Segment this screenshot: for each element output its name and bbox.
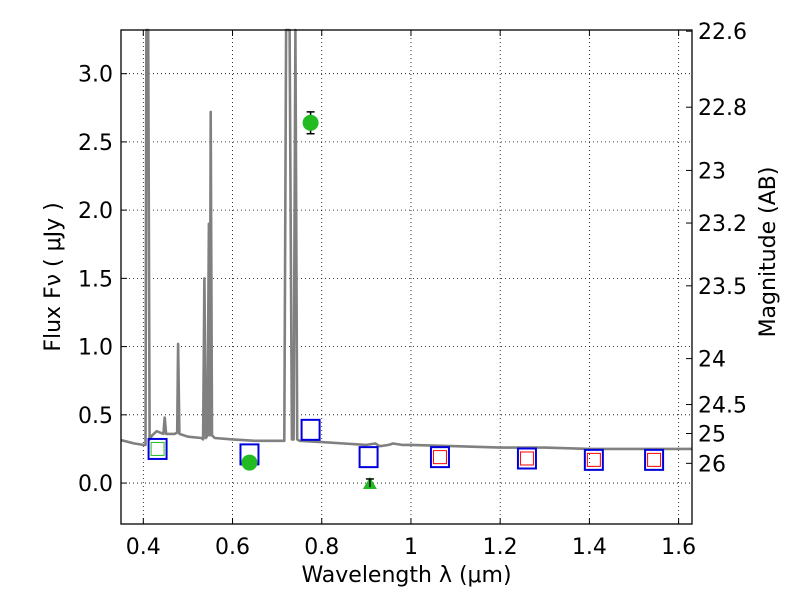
x-tick-label: 1.2 bbox=[483, 535, 518, 560]
y2-tick-label: 23 bbox=[698, 159, 726, 184]
y2-tick-label: 23.5 bbox=[698, 275, 747, 300]
observed-photometry-point bbox=[241, 454, 258, 471]
observed-photometry-square bbox=[519, 451, 534, 466]
model-photometry-square bbox=[583, 448, 604, 471]
model-photometry-square bbox=[300, 418, 321, 441]
template-spectrum-line bbox=[120, 28, 692, 451]
x-tick-label: 1.4 bbox=[572, 535, 607, 560]
ticks: 0.4 0.6 0.8 1 1.2 1.4 1.6 0.0 0.5 1.0 1.5 2.0 2.5 3.0… bbox=[78, 20, 747, 560]
y-tick-label: 1.0 bbox=[78, 336, 113, 361]
y-tick-label: 0.0 bbox=[78, 472, 113, 497]
y-tick-label: 1.5 bbox=[78, 267, 113, 292]
y-axis-label: Flux Fν ( μJy ) bbox=[41, 202, 66, 351]
y2-tick-label: 24 bbox=[698, 348, 726, 373]
y2-tick-label: 23.2 bbox=[698, 212, 747, 237]
observed-photometry-square bbox=[647, 452, 662, 467]
y2-tick-label: 22.6 bbox=[698, 20, 747, 45]
observed-photometry-square bbox=[432, 450, 447, 465]
plot-frame bbox=[120, 29, 693, 525]
y2-tick-label: 24.5 bbox=[698, 394, 747, 419]
x-tick-label: 1.6 bbox=[661, 535, 696, 560]
x-tick-label: 1 bbox=[404, 535, 418, 560]
y2-tick-label: 22.8 bbox=[698, 96, 747, 121]
y-tick-label: 3.0 bbox=[78, 63, 113, 88]
model-photometry-square bbox=[358, 446, 379, 469]
data-layer bbox=[120, 28, 692, 490]
model-photometry-square bbox=[516, 447, 537, 470]
y2-axis-label: Magnitude (AB) bbox=[756, 167, 781, 338]
model-photometry-square bbox=[644, 448, 665, 471]
x-tick-label: 0.8 bbox=[304, 535, 339, 560]
model-photometry-square bbox=[429, 446, 450, 469]
x-tick-label: 0.6 bbox=[215, 535, 250, 560]
observed-photometry-square bbox=[586, 452, 601, 467]
y-tick-label: 2.5 bbox=[78, 131, 113, 156]
model-photometry-square bbox=[147, 437, 168, 460]
y-tick-label: 0.5 bbox=[78, 404, 113, 429]
observed-photometry-point bbox=[302, 114, 319, 131]
y2-tick-label: 26 bbox=[698, 452, 726, 477]
y-tick-label: 2.0 bbox=[78, 199, 113, 224]
observed-photometry-square bbox=[150, 441, 165, 456]
x-axis-label: Wavelength λ (μm) bbox=[301, 563, 511, 588]
x-tick-label: 0.4 bbox=[126, 535, 161, 560]
y2-tick-label: 25 bbox=[698, 423, 726, 448]
